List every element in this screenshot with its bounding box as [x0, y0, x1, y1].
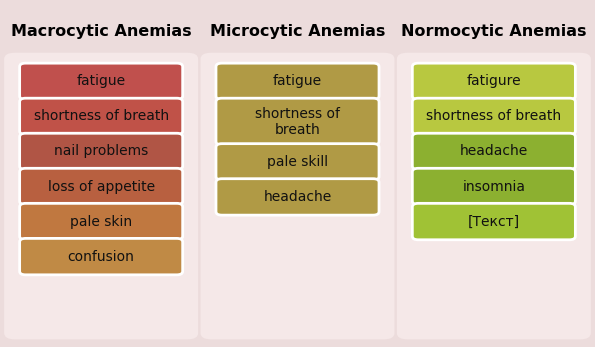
FancyBboxPatch shape: [397, 53, 591, 339]
Text: fatigure: fatigure: [466, 74, 521, 88]
FancyBboxPatch shape: [20, 168, 183, 205]
Text: nail problems: nail problems: [54, 144, 148, 159]
FancyBboxPatch shape: [201, 53, 394, 339]
FancyBboxPatch shape: [216, 179, 379, 215]
Text: Microcytic Anemias: Microcytic Anemias: [210, 24, 385, 39]
FancyBboxPatch shape: [412, 98, 575, 135]
Text: shortness of breath: shortness of breath: [33, 109, 169, 124]
Text: confusion: confusion: [68, 249, 134, 264]
Text: shortness of
breath: shortness of breath: [255, 107, 340, 137]
FancyBboxPatch shape: [412, 203, 575, 240]
Text: pale skin: pale skin: [70, 214, 132, 229]
FancyBboxPatch shape: [412, 63, 575, 100]
FancyBboxPatch shape: [4, 53, 198, 339]
FancyBboxPatch shape: [412, 168, 575, 205]
FancyBboxPatch shape: [216, 63, 379, 100]
FancyBboxPatch shape: [20, 63, 183, 100]
Text: [Текст]: [Текст]: [468, 214, 520, 229]
Text: fatigue: fatigue: [273, 74, 322, 88]
Text: headache: headache: [460, 144, 528, 159]
Text: Normocytic Anemias: Normocytic Anemias: [401, 24, 587, 39]
FancyBboxPatch shape: [216, 144, 379, 180]
Text: headache: headache: [264, 190, 331, 204]
FancyBboxPatch shape: [20, 98, 183, 135]
FancyBboxPatch shape: [412, 133, 575, 170]
FancyBboxPatch shape: [216, 98, 379, 145]
FancyBboxPatch shape: [20, 238, 183, 275]
Text: shortness of breath: shortness of breath: [426, 109, 562, 124]
FancyBboxPatch shape: [20, 203, 183, 240]
Text: pale skill: pale skill: [267, 155, 328, 169]
Text: loss of appetite: loss of appetite: [48, 179, 155, 194]
Text: insomnia: insomnia: [462, 179, 525, 194]
FancyBboxPatch shape: [20, 133, 183, 170]
Text: Macrocytic Anemias: Macrocytic Anemias: [11, 24, 192, 39]
Text: fatigue: fatigue: [77, 74, 126, 88]
